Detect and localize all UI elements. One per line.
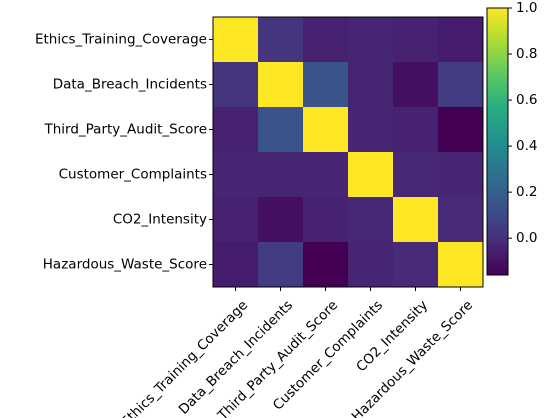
heatmap-cell — [393, 107, 438, 152]
heatmap-cell — [393, 197, 438, 242]
heatmap-cell — [438, 197, 483, 242]
heatmap-cell — [303, 152, 348, 197]
heatmap-cell — [213, 152, 258, 197]
heatmap-cell — [303, 242, 348, 287]
y-tick-label: CO2_Intensity — [113, 212, 207, 228]
y-tick-labels: Ethics_Training_Coverage Data_Breach_Inci… — [35, 32, 213, 273]
heatmap-cell — [303, 107, 348, 152]
heatmap-cell — [438, 107, 483, 152]
colorbar-tick-label: 0.2 — [516, 184, 537, 200]
heatmap-cell — [213, 107, 258, 152]
heatmap-cell — [258, 17, 303, 62]
heatmap-frame — [212, 16, 484, 288]
heatmap-cell — [348, 62, 393, 107]
heatmap-cell — [213, 17, 258, 62]
heatmap-cell — [258, 242, 303, 287]
heatmap-cell — [348, 17, 393, 62]
heatmap-cell — [438, 242, 483, 287]
heatmap-cell — [213, 197, 258, 242]
heatmap-cell — [348, 152, 393, 197]
heatmap-cell — [303, 17, 348, 62]
heatmap-cell — [258, 197, 303, 242]
heatmap-cell — [258, 107, 303, 152]
heatmap-cell — [438, 152, 483, 197]
heatmap-cell — [348, 242, 393, 287]
colorbar-tick-label: 0.8 — [516, 46, 537, 62]
heatmap-cell — [393, 17, 438, 62]
y-tick-label: Third_Party_Audit_Score — [43, 122, 207, 138]
heatmap-cell — [213, 242, 258, 287]
heatmap-cell — [213, 62, 258, 107]
heatmap-cell — [393, 242, 438, 287]
colorbar-tick-label: 0.4 — [516, 138, 537, 154]
x-tick-labels: Ethics_Training_CoverageData_Breach_Inci… — [118, 287, 476, 418]
heatmap-cell — [393, 152, 438, 197]
heatmap-cell — [303, 62, 348, 107]
colorbar-tick-label: 0.6 — [516, 92, 537, 108]
heatmap-cell — [438, 62, 483, 107]
heatmap-cell — [393, 62, 438, 107]
y-tick-label: Data_Breach_Incidents — [53, 77, 207, 93]
y-tick-label: Hazardous_Waste_Score — [43, 257, 207, 273]
heatmap-cell — [438, 17, 483, 62]
colorbar: 0.0 0.2 0.4 0.6 0.8 1.0 — [486, 0, 537, 276]
y-tick-label: Customer_Complaints — [59, 167, 207, 183]
heatmap-cell — [348, 107, 393, 152]
colorbar-tick-label: 1.0 — [516, 0, 537, 16]
heatmap-cell — [348, 197, 393, 242]
heatmap-cell — [258, 152, 303, 197]
colorbar-gradient — [486, 7, 509, 276]
heatmap-cell — [303, 197, 348, 242]
y-tick-label: Ethics_Training_Coverage — [35, 32, 207, 48]
colorbar-tick-label: 0.0 — [516, 230, 537, 246]
heatmap-cells — [213, 17, 483, 287]
heatmap-cell — [258, 62, 303, 107]
